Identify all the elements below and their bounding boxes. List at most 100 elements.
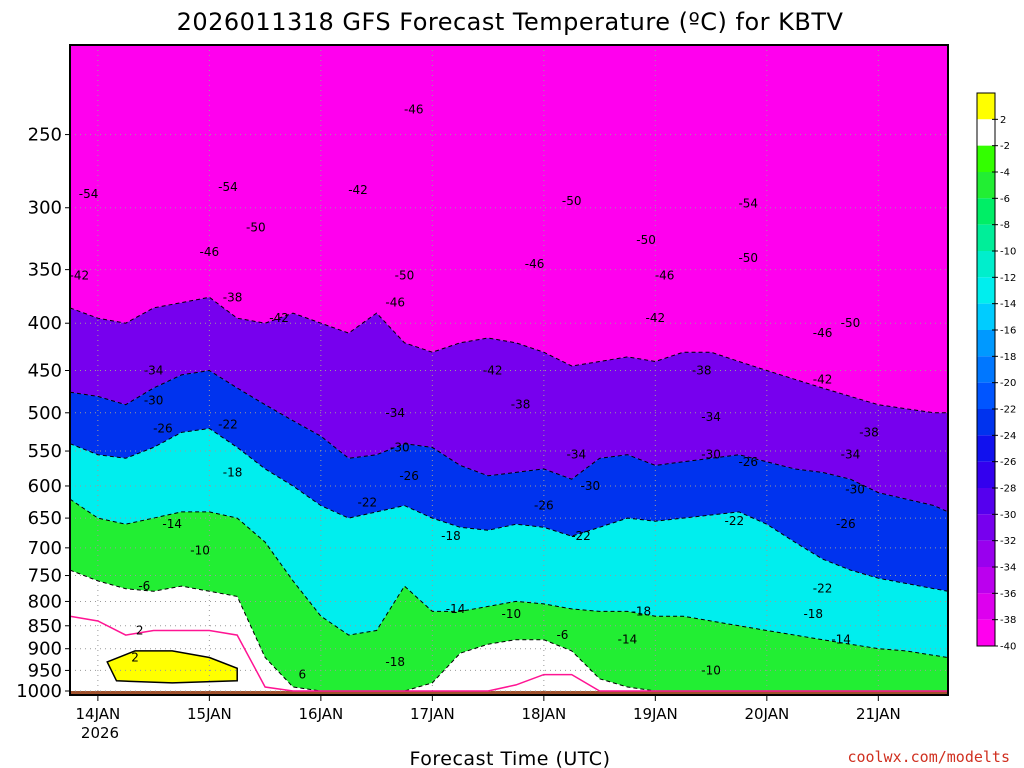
colorbar-label: 2 [1000,115,1006,126]
colorbar-swatch [977,567,995,594]
y-tick-label: 450 [28,360,62,381]
temperature-band-3 [70,428,948,658]
colorbar-swatch [977,593,995,620]
colorbar-swatch [977,356,995,383]
contour-label: -50 [841,316,861,330]
contour-label: -38 [511,398,531,412]
contour-label: -46 [655,268,675,282]
contour-label: -30 [701,448,721,462]
contour-label: -22 [725,514,745,528]
contour-label: -26 [399,469,419,483]
colorbar-label: -24 [1000,431,1016,442]
contour-label: -14 [618,633,638,647]
colorbar-label: -32 [1000,536,1016,547]
isotherm-line-0 [69,296,948,414]
contour-label: -46 [200,245,220,259]
colorbar-label: -30 [1000,510,1016,521]
contour-label: -34 [385,406,405,420]
colorbar-label: -36 [1000,589,1016,600]
contour-label: -42 [269,311,289,325]
contour-label: -10 [190,544,210,558]
colorbar-swatch [977,198,995,225]
temperature-band-6 [70,616,948,695]
contour-label: 2 [136,623,144,637]
colorbar-swatch [977,172,995,199]
y-tick-label: 250 [28,125,62,146]
contour-label: -34 [144,363,164,377]
x-axis-year-label: 2026 [81,724,119,742]
contour-label-layer: -54-42-54-50-46-38-42-42-46-50-46-50-46-… [69,103,878,682]
colorbar-label: -16 [1000,326,1016,337]
contour-label: -26 [738,455,758,469]
contour-label: 2 [131,651,139,665]
colorbar-swatch [977,330,995,357]
x-tick-label: 16JAN [298,705,343,723]
y-tick-label: 600 [28,476,62,497]
contour-label: -18 [385,655,405,669]
y-tick-label: 1000 [16,681,62,702]
contour-label: -26 [534,499,554,513]
contour-label: -34 [841,448,861,462]
chart-title: 2026011318 GFS Forecast Temperature (ºC)… [177,8,844,36]
contour-label: -42 [69,268,89,282]
contour-label: 6 [298,668,306,682]
contour-label: -18 [803,607,823,621]
contour-label: -38 [223,290,243,304]
contour-label: -30 [144,394,164,408]
x-axis-title: Forecast Time (UTC) [410,748,611,768]
y-axis: 2503003504004505005506006507007508008509… [16,125,70,702]
contour-label: -54 [738,197,758,211]
isotherm-line-4 [69,569,948,692]
y-tick-label: 400 [28,313,62,334]
colorbar-frame [976,92,996,647]
y-tick-label: 350 [28,260,62,281]
x-tick-label: 15JAN [187,705,232,723]
above-freezing-region [106,650,238,684]
contour-label: -38 [692,363,712,377]
colorbar-label: -34 [1000,563,1016,574]
colorbar-swatch [977,409,995,436]
contour-label: -6 [556,628,568,642]
contour-label: -50 [395,268,415,282]
contour-label: -14 [446,602,466,616]
isotherm-contour-layer [69,296,949,692]
isotherm-line-5 [69,615,948,692]
colorbar-swatch [977,461,995,488]
contour-label: -14 [162,517,182,531]
temperature-fill-layer [70,45,948,695]
colorbar-swatch [977,277,995,304]
contour-label: -46 [404,103,424,117]
temperature-band-0 [70,45,948,413]
contour-label: -18 [441,529,461,543]
temperature-band-2 [70,370,948,592]
contour-label: -50 [562,194,582,208]
temperature-band-5 [70,570,948,691]
contour-label: -42 [483,363,503,377]
x-tick-label: 18JAN [521,705,566,723]
colorbar-label: -2 [1000,141,1010,152]
colorbar-label: -26 [1000,457,1016,468]
colorbar-label: -10 [1000,247,1016,258]
colorbar-swatch [977,435,995,462]
x-tick-label: 21JAN [856,705,901,723]
contour-label: -50 [738,251,758,265]
contour-label: -30 [580,479,600,493]
y-tick-label: 850 [28,616,62,637]
contour-label: -54 [218,180,238,194]
x-axis: 14JAN 15JAN 16JAN 17JAN 18JAN 19JAN 20JAN 21JAN [76,695,901,723]
y-tick-label: 700 [28,538,62,559]
temperature-band-4 [70,499,948,691]
contour-label: -42 [348,183,368,197]
colorbar-label: -12 [1000,273,1016,284]
contour-label: -30 [390,440,410,454]
colorbar-swatch [977,540,995,567]
contour-label: -10 [701,663,721,677]
isotherm-line-2 [69,427,949,592]
isotherm-line-3 [69,498,949,658]
colorbar-label: -14 [1000,299,1016,310]
temperature-band-1 [70,297,948,512]
y-tick-label: 300 [28,198,62,219]
contour-label: -46 [813,326,833,340]
colorbar-label: -22 [1000,405,1016,416]
